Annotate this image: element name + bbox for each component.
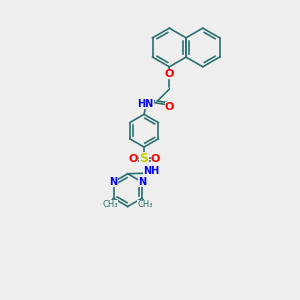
- Text: O: O: [151, 154, 160, 164]
- Text: CH₃: CH₃: [137, 200, 153, 209]
- Text: N: N: [138, 177, 146, 187]
- Text: O: O: [165, 102, 174, 112]
- Text: N: N: [110, 177, 118, 187]
- Text: NH: NH: [143, 166, 160, 176]
- Text: O: O: [128, 154, 137, 164]
- Text: CH₃: CH₃: [103, 200, 118, 209]
- Text: O: O: [165, 69, 174, 79]
- Text: S: S: [140, 152, 148, 165]
- Text: HN: HN: [137, 99, 154, 109]
